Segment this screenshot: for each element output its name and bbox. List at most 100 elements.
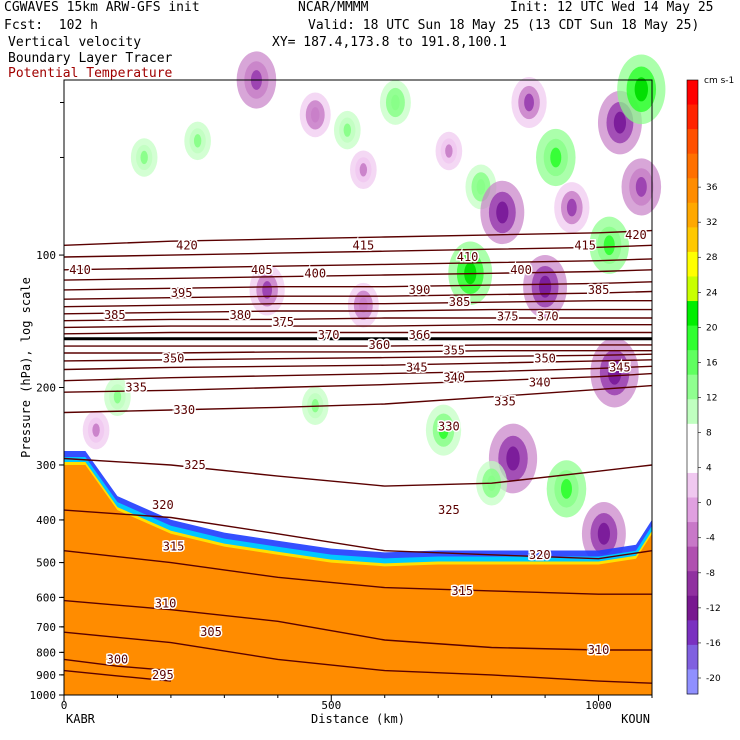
theta-contour-325	[63, 457, 653, 487]
theta-contour-405	[63, 269, 653, 281]
theta-contour-410	[63, 258, 653, 271]
y-tick-label: 300	[36, 459, 56, 472]
theta-label: 385	[588, 283, 610, 297]
theta-label: 385	[104, 308, 126, 322]
x-tick-label: 1000	[585, 699, 612, 712]
colorbar-swatch	[687, 522, 698, 548]
theta-label: 355	[443, 344, 465, 358]
theta-contour-390	[63, 300, 652, 308]
colorbar-label: 0	[706, 499, 712, 509]
theta-label: 340	[443, 371, 465, 385]
theta-label: 400	[304, 266, 326, 280]
theta-label: 405	[251, 263, 273, 277]
colorbar-swatch	[687, 669, 698, 695]
colorbar-swatch	[687, 472, 698, 499]
cross-section-endpoints: XY= 187.4,173.8 to 191.8,100.1	[272, 35, 507, 50]
vertical-velocity-blob	[603, 235, 615, 256]
colorbar-label: 28	[706, 253, 718, 263]
field-boundary-layer-tracer: Boundary Layer Tracer	[8, 51, 173, 66]
vertical-velocity-blob	[193, 134, 202, 148]
vertical-velocity-blob	[140, 150, 148, 165]
theta-label: 420	[176, 238, 198, 252]
theta-label: 310	[588, 643, 610, 657]
theta-label: 395	[171, 286, 193, 300]
theta-label: 415	[574, 238, 596, 252]
colorbar-swatch	[687, 350, 698, 376]
y-tick-label: 400	[36, 514, 56, 527]
colorbar-label: 32	[706, 218, 717, 228]
theta-label: 360	[369, 338, 391, 352]
theta-contour-305	[63, 631, 653, 684]
colorbar-swatch	[687, 325, 698, 351]
vertical-velocity-blob	[391, 94, 400, 111]
colorbar-label: 12	[706, 393, 717, 403]
x-axis-title: Distance (km)	[311, 712, 405, 726]
theta-label: 366	[409, 328, 431, 342]
theta-label: 415	[353, 238, 375, 252]
theta-label: 325	[438, 503, 460, 517]
vertical-velocity-blob	[310, 107, 320, 123]
theta-label: 315	[451, 584, 473, 598]
init-time: Init: 12 UTC Wed 14 May 25	[510, 0, 714, 15]
colorbar-swatch	[687, 620, 698, 646]
theta-label: 300	[107, 652, 129, 666]
vertical-velocity-blob	[359, 163, 368, 177]
vertical-velocity-blob	[359, 297, 368, 313]
colorbar-swatch	[687, 301, 698, 327]
vertical-velocity-blob	[343, 123, 352, 137]
right-endpoint-label: KOUN	[621, 712, 650, 726]
theta-contour-300	[63, 658, 171, 672]
colorbar-swatch	[687, 571, 698, 597]
colorbar-label: 8	[706, 429, 712, 439]
colorbar-swatch	[687, 546, 698, 572]
theta-label: 375	[497, 310, 519, 324]
vertical-velocity-blob	[438, 421, 449, 439]
colorbar-label: 16	[706, 358, 718, 368]
vertical-velocity-blob	[445, 144, 453, 158]
theta-contour-320	[63, 509, 653, 560]
vertical-velocity-blob	[92, 423, 100, 437]
colorbar-swatch	[687, 423, 698, 449]
vertical-velocity-blob	[550, 147, 562, 168]
theta-label: 390	[409, 283, 431, 297]
colorbar-swatch	[687, 251, 698, 277]
colorbar-label: -4	[706, 534, 715, 544]
vertical-velocity-blob	[496, 201, 509, 224]
y-tick-label: 1000	[30, 689, 57, 702]
theta-label: 320	[152, 498, 174, 512]
colorbar-label: -8	[706, 569, 715, 579]
colorbar-swatch	[687, 448, 698, 474]
theta-label: 295	[152, 668, 174, 682]
vertical-velocity-blob	[560, 478, 572, 499]
field-potential-temperature: Potential Temperature	[8, 66, 173, 81]
theta-label: 400	[510, 263, 532, 277]
vertical-velocity-blob	[634, 77, 649, 102]
vertical-velocity-blob	[524, 93, 534, 112]
model-title: CGWAVES 15km ARW-GFS init	[4, 0, 200, 15]
vertical-velocity-blob	[506, 446, 520, 471]
colorbar-label: 20	[706, 323, 718, 333]
vertical-velocity-blob	[597, 522, 610, 545]
colorbar-swatch	[687, 644, 698, 670]
colorbar-label: 24	[706, 288, 718, 298]
colorbar-label: -20	[706, 674, 721, 684]
theta-label: 345	[609, 360, 631, 374]
theta-contour-350	[63, 353, 653, 362]
theta-label: 320	[529, 548, 551, 562]
colorbar-swatch	[687, 595, 698, 621]
y-tick-label: 500	[36, 557, 56, 570]
theta-contour-295	[63, 669, 171, 682]
theta-label: 370	[318, 328, 340, 342]
theta-contour-400	[63, 281, 653, 291]
theta-label: 410	[457, 250, 479, 264]
colorbar-label: 36	[706, 183, 718, 193]
colorbar-swatch	[687, 104, 698, 130]
y-tick-label: 700	[36, 621, 56, 634]
theta-contour-345	[63, 359, 653, 371]
colorbar-swatch	[687, 202, 698, 228]
vertical-velocity-blob	[635, 177, 647, 197]
colorbar-label: -16	[706, 639, 721, 649]
y-tick-label: 900	[36, 669, 56, 682]
y-tick-label: 600	[36, 591, 56, 604]
